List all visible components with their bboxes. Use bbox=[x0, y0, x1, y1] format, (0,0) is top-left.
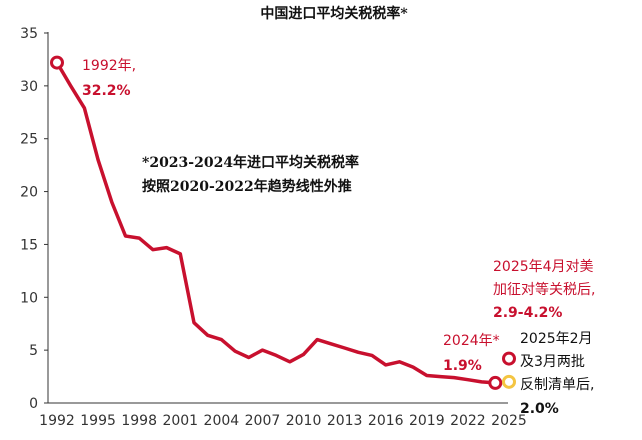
marker-2025-april bbox=[502, 351, 516, 366]
x-tick-label: 2022 bbox=[450, 413, 486, 429]
label-apr-line-1: 2025年4月对美 bbox=[493, 259, 594, 275]
note-line-2: 按照2020-2022年趋势线性外推 bbox=[142, 178, 352, 195]
x-tick-label: 1998 bbox=[121, 413, 157, 429]
x-tick-label: 2016 bbox=[368, 413, 404, 429]
x-tick-label: 1995 bbox=[80, 413, 116, 429]
label-feb-line-2: 及3月两批 bbox=[520, 354, 585, 370]
y-tick-label: 30 bbox=[20, 79, 38, 95]
label-feb-line-1: 2025年2月 bbox=[520, 331, 593, 347]
label-feb-line-3: 反制清单后, bbox=[520, 377, 594, 393]
x-tick-label: 2025 bbox=[491, 413, 527, 429]
x-tick-label: 2001 bbox=[162, 413, 198, 429]
y-tick-label: 0 bbox=[29, 396, 38, 412]
y-tick-label: 20 bbox=[20, 185, 38, 201]
label-apr-value: 2.9-4.2% bbox=[493, 305, 562, 321]
x-tick-label: 1992 bbox=[39, 413, 75, 429]
x-tick-label: 2010 bbox=[286, 413, 322, 429]
y-tick-label: 25 bbox=[20, 132, 38, 148]
marker-2025-feb-march bbox=[502, 374, 516, 389]
y-axis-ticks: 0 5 10 15 20 25 30 35 bbox=[20, 26, 48, 412]
x-tick-label: 2004 bbox=[204, 413, 240, 429]
note-line-1: *2023-2024年进口平均关税税率 bbox=[142, 154, 359, 171]
label-1992-value: 32.2% bbox=[82, 83, 131, 99]
label-2024-value: 1.9% bbox=[443, 358, 482, 374]
label-feb-value: 2.0% bbox=[520, 401, 559, 417]
y-tick-label: 35 bbox=[20, 26, 38, 42]
y-tick-label: 5 bbox=[29, 343, 38, 359]
chart-title: 中国进口平均关税税率* bbox=[260, 5, 408, 22]
marker-2024 bbox=[488, 375, 503, 390]
label-apr-line-2: 加征对等关税后, bbox=[493, 281, 595, 298]
label-1992-year: 1992年, bbox=[82, 58, 136, 74]
marker-1992 bbox=[50, 55, 64, 70]
x-tick-label: 2013 bbox=[327, 413, 363, 429]
label-2024-year: 2024年* bbox=[443, 333, 500, 349]
x-tick-label: 2007 bbox=[245, 413, 281, 429]
x-tick-label: 2019 bbox=[409, 413, 445, 429]
y-tick-label: 10 bbox=[20, 290, 38, 306]
tariff-rate-line bbox=[55, 61, 496, 385]
y-tick-label: 15 bbox=[20, 237, 38, 253]
x-axis-ticks: 1992 1995 1998 2001 2004 2007 2010 2013 2016 2019… bbox=[39, 413, 527, 429]
